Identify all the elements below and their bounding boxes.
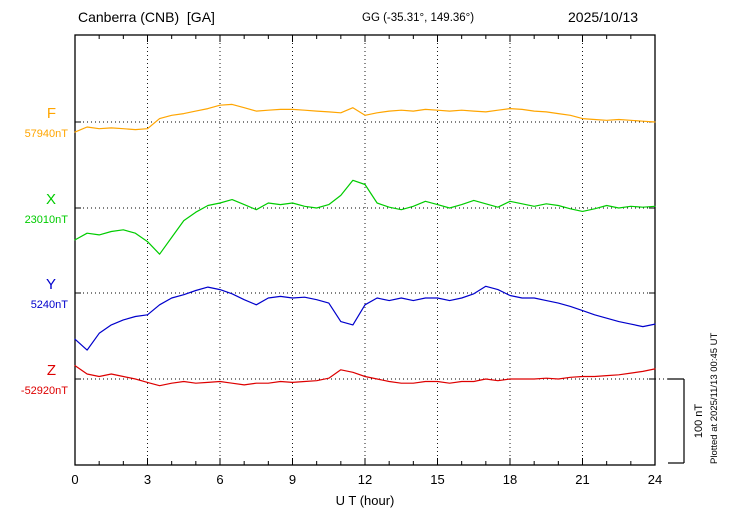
series-baseline-value-Z: -52920nT — [21, 385, 68, 397]
x-tick-label: 3 — [144, 472, 151, 487]
x-tick-label: 24 — [648, 472, 662, 487]
x-axis-title: U T (hour) — [336, 493, 395, 508]
trace-Y — [74, 285, 656, 351]
x-tick-label: 21 — [575, 472, 589, 487]
trace-X — [74, 179, 656, 255]
series-label-F: F — [47, 105, 56, 122]
series-baseline-value-Y: 5240nT — [31, 299, 69, 311]
series-baseline-value-F: 57940nT — [25, 128, 69, 140]
x-tick-label: 0 — [71, 472, 78, 487]
station-title: Canberra (CNB) [GA] — [78, 9, 215, 25]
coordinates-label: GG (-35.31°, 149.36°) — [362, 12, 475, 24]
trace-F — [74, 103, 656, 133]
x-tick-label: 18 — [503, 472, 517, 487]
trace-Z — [74, 365, 656, 387]
x-tick-label: 15 — [430, 472, 444, 487]
x-tick-label: 6 — [216, 472, 223, 487]
series-baseline-value-X: 23010nT — [25, 214, 69, 226]
series-label-X: X — [46, 191, 56, 208]
plotted-at-note: Plotted at 2025/11/13 00:45 UT — [709, 332, 720, 464]
x-tick-label: 9 — [289, 472, 296, 487]
x-tick-label: 12 — [358, 472, 372, 487]
series-label-Z: Z — [47, 362, 56, 379]
scale-label: 100 nT — [693, 404, 705, 439]
date-label: 2025/10/13 — [568, 9, 639, 25]
series-label-Y: Y — [46, 276, 56, 293]
